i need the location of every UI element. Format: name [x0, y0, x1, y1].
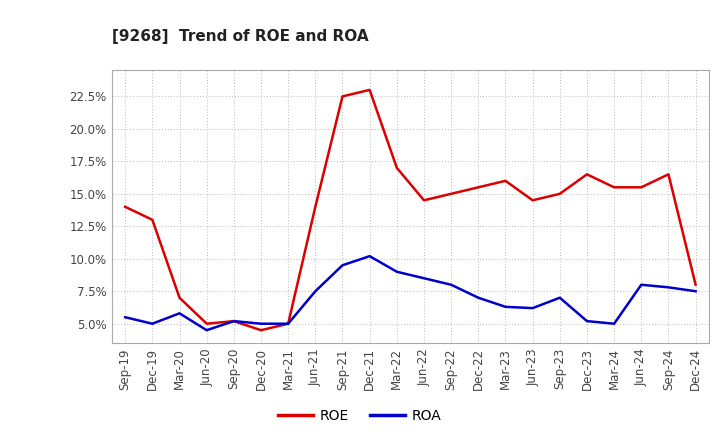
- ROA: [338, 263, 347, 268]
- Text: [9268]  Trend of ROE and ROA: [9268] Trend of ROE and ROA: [112, 29, 368, 44]
- ROE: [175, 295, 184, 301]
- ROA: [420, 275, 428, 281]
- ROA: [148, 321, 157, 326]
- ROE: [338, 94, 347, 99]
- ROA: [284, 321, 292, 326]
- ROE: [392, 165, 401, 170]
- ROE: [501, 178, 510, 183]
- ROE: [148, 217, 157, 223]
- ROA: [556, 295, 564, 301]
- Line: ROE: ROE: [125, 90, 696, 330]
- ROE: [637, 185, 646, 190]
- ROA: [121, 315, 130, 320]
- ROA: [691, 289, 700, 294]
- ROE: [420, 198, 428, 203]
- ROE: [121, 204, 130, 209]
- ROE: [582, 172, 591, 177]
- ROE: [556, 191, 564, 196]
- Legend: ROE, ROA: ROE, ROA: [273, 403, 447, 429]
- ROA: [230, 319, 238, 324]
- ROE: [528, 198, 537, 203]
- ROA: [365, 253, 374, 259]
- ROA: [664, 285, 672, 290]
- ROE: [610, 185, 618, 190]
- ROE: [230, 319, 238, 324]
- ROA: [311, 289, 320, 294]
- ROA: [501, 304, 510, 309]
- ROA: [474, 295, 482, 301]
- ROE: [284, 321, 292, 326]
- ROE: [691, 282, 700, 287]
- ROA: [637, 282, 646, 287]
- ROE: [311, 204, 320, 209]
- ROE: [256, 327, 265, 333]
- ROA: [202, 327, 211, 333]
- ROA: [582, 319, 591, 324]
- ROA: [392, 269, 401, 275]
- ROE: [664, 172, 672, 177]
- ROA: [610, 321, 618, 326]
- ROA: [447, 282, 456, 287]
- ROE: [365, 87, 374, 92]
- Line: ROA: ROA: [125, 256, 696, 330]
- ROA: [528, 305, 537, 311]
- ROE: [202, 321, 211, 326]
- ROA: [175, 311, 184, 316]
- ROA: [256, 321, 265, 326]
- ROE: [447, 191, 456, 196]
- ROE: [474, 185, 482, 190]
